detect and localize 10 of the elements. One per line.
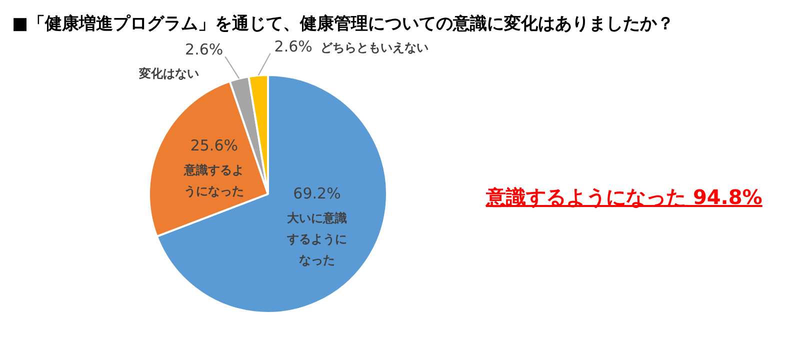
data-label: 25.6% (190, 136, 238, 155)
data-label: 2.6% (185, 40, 224, 58)
slice-label: 変化はない (138, 66, 200, 81)
data-label: 2.6% (274, 37, 312, 56)
text: 意識するようになった 94.8% (486, 184, 762, 211)
slice-label: 大いに意識するようになった (286, 210, 347, 267)
data-label: 69.2% (293, 184, 341, 203)
chart-title: ■「健康増進プログラム」を通じて、健康管理についての意識に変化はありましたか？ (12, 13, 674, 35)
slice-label: 意識するようになった (183, 162, 244, 198)
slice-label: どちらともいえない (320, 40, 428, 55)
